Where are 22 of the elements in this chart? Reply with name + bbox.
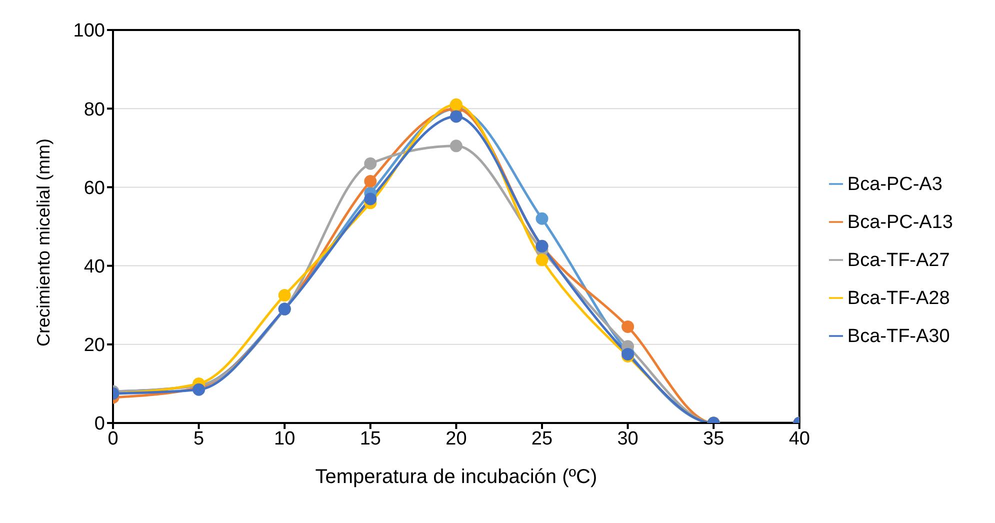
y-tick-label: 60 — [84, 178, 105, 199]
legend-label: Bca-TF-A30 — [847, 326, 950, 346]
x-tick-label: 35 — [703, 428, 724, 450]
x-tick-label: 10 — [274, 428, 296, 450]
y-tick-label: 20 — [84, 335, 105, 356]
y-tick-label: 40 — [84, 256, 105, 278]
x-tick-label: 5 — [194, 428, 204, 450]
y-tick-label: 100 — [73, 20, 105, 42]
y-axis-title: Crecimiento micelial (mm) — [33, 138, 54, 346]
legend-label: Bca-PC-A13 — [847, 212, 953, 232]
y-tick-label: 0 — [94, 414, 105, 435]
x-tick-label: 15 — [360, 428, 381, 450]
x-tick-label: 25 — [531, 428, 553, 450]
legend-label: Bca-PC-A3 — [847, 174, 942, 194]
x-tick-label: 40 — [788, 428, 810, 450]
legend-label: Bca-TF-A28 — [847, 288, 950, 308]
x-axis-title: Temperatura de incubación (ºC) — [315, 466, 598, 488]
legend-label: Bca-TF-A27 — [847, 250, 950, 270]
x-tick-label: 30 — [617, 428, 638, 450]
y-tick-label: 80 — [84, 99, 105, 120]
x-tick-label: 0 — [108, 428, 118, 450]
x-tick-label: 20 — [446, 428, 467, 450]
